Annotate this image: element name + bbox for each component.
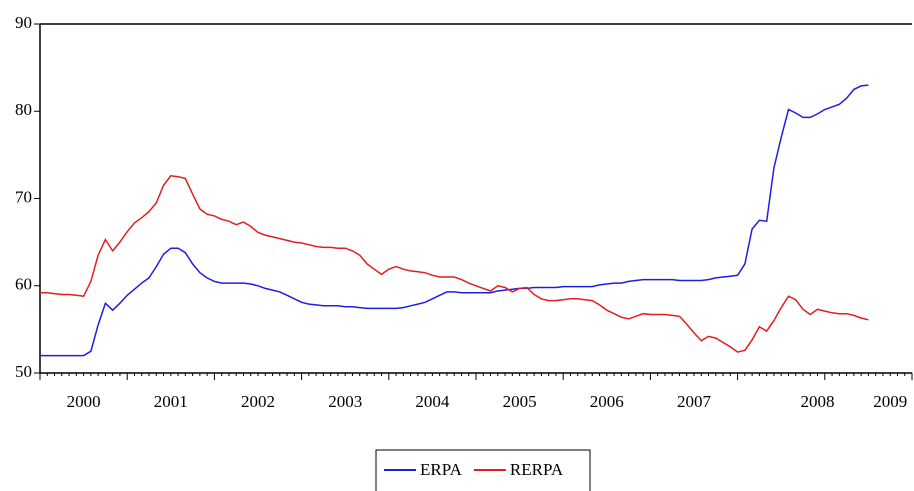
series-line	[40, 84, 869, 357]
y-tick-label: 80	[15, 100, 32, 119]
x-tick-label: 2009	[873, 392, 907, 411]
y-tick-label: 60	[15, 275, 32, 294]
x-tick-label: 2002	[241, 392, 275, 411]
y-tick-label: 70	[15, 187, 32, 206]
y-tick-label: 50	[15, 362, 32, 381]
series-line	[40, 175, 869, 353]
x-tick-label: 2008	[801, 392, 835, 411]
y-tick-label: 90	[15, 13, 32, 32]
x-tick-label: 2006	[590, 392, 624, 411]
x-tick-label: 2001	[154, 392, 188, 411]
legend-label: ERPA	[420, 460, 463, 479]
x-tick-label: 2000	[67, 392, 101, 411]
x-tick-label: 2007	[677, 392, 712, 411]
x-tick-label: 2004	[415, 392, 450, 411]
x-tick-label: 2005	[503, 392, 537, 411]
x-tick-label: 2003	[328, 392, 362, 411]
legend-label: RERPA	[510, 460, 564, 479]
